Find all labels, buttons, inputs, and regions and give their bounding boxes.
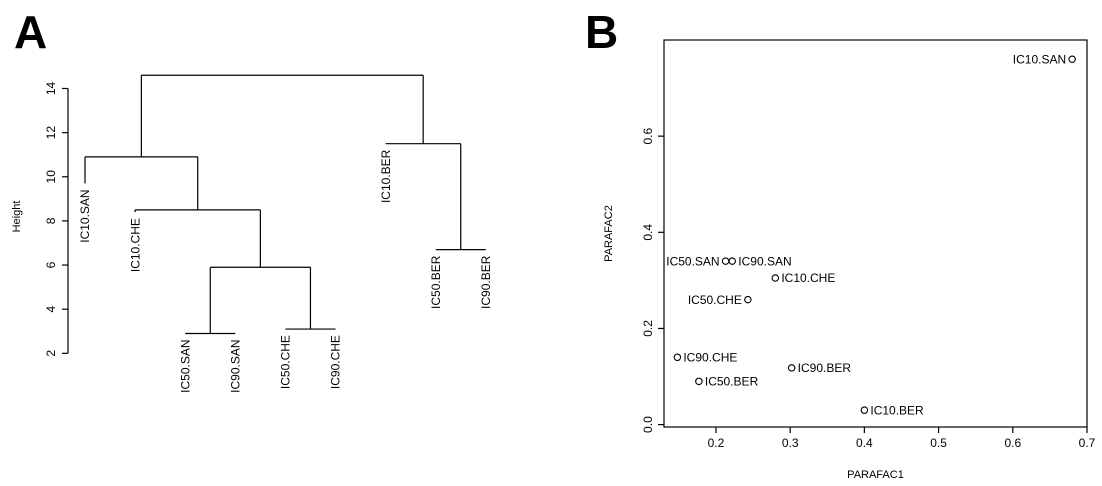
dendrogram-y-tick-label: 14	[44, 81, 58, 95]
dendrogram-y-axis: 2 4 6 8 10 12 14 Height	[11, 81, 69, 357]
point-label-ic50-che: IC50.CHE	[688, 293, 742, 307]
point-ic50-ber	[695, 377, 703, 386]
dendrogram-y-tick-label: 4	[44, 306, 58, 313]
leaf-label-ic10-san: IC10.SAN	[78, 189, 92, 242]
scatter-y-axis-title: PARAFAC2	[603, 205, 615, 262]
leaf-label-ic50-san: IC50.SAN	[178, 339, 192, 392]
scatter-plot-frame	[663, 39, 1088, 428]
dendrogram-tree	[84, 74, 486, 335]
dendrogram-y-tick-label: 2	[44, 350, 58, 357]
scatter-y-tick-label: 0.6	[641, 127, 655, 144]
scatter-y-tick-label: 0.0	[641, 416, 655, 433]
scatter-x-tick-label: 0.7	[1079, 436, 1096, 450]
panel-b-letter: B	[585, 6, 618, 58]
scatter-x-tick-label: 0.5	[930, 436, 947, 450]
point-ic10-san	[1068, 55, 1076, 63]
scatter-y-tick-label: 0.2	[641, 320, 655, 337]
leaf-label-ic90-ber: IC90.BER	[479, 255, 493, 309]
dendrogram-y-tick-label: 12	[44, 126, 58, 140]
leaf-label-ic10-ber: IC10.BER	[379, 149, 393, 203]
point-ic10-ber	[860, 406, 869, 414]
point-ic90-san	[728, 257, 737, 265]
panel-a-letter: A	[14, 6, 47, 58]
point-label-ic90-san: IC90.SAN	[738, 254, 791, 268]
leaf-label-ic10-che: IC10.CHE	[128, 218, 142, 272]
point-label-ic10-san: IC10.SAN	[1013, 52, 1066, 66]
dendrogram-y-tick-label: 10	[44, 170, 58, 184]
dendrogram-y-tick-label: 6	[44, 261, 58, 268]
point-label-ic90-che: IC90.CHE	[683, 350, 737, 364]
point-label-ic10-ber: IC10.BER	[870, 403, 924, 417]
dendrogram-chart: 2 4 6 8 10 12 14 Height IC10.SAN IC10.CHE IC50.SA…	[11, 74, 493, 393]
scatter-x-tick-label: 0.3	[782, 436, 799, 450]
leaf-label-ic50-ber: IC50.BER	[429, 255, 443, 309]
dendrogram-y-tick-label: 8	[44, 217, 58, 224]
scatter-x-tick-label: 0.4	[856, 436, 873, 450]
point-label-ic50-ber: IC50.BER	[705, 375, 759, 389]
scatter-points: IC10.SAN IC50.SAN IC90.SAN IC10.CHE IC50.CHE…	[666, 52, 1076, 417]
point-ic90-ber	[787, 364, 796, 372]
point-ic50-che	[744, 295, 752, 304]
point-label-ic90-ber: IC90.BER	[798, 361, 852, 375]
point-ic50-san	[721, 257, 730, 265]
scatter-x-tick-label: 0.2	[708, 436, 725, 450]
scatter-axes: 0.2 0.3 0.4 0.5 0.6 0.7 0.0 0.2 0.4 0.6 PARAFAC1 PA…	[603, 39, 1096, 481]
dendrogram-y-axis-title: Height	[11, 201, 23, 233]
point-label-ic50-san: IC50.SAN	[666, 254, 719, 268]
scatter-x-tick-label: 0.6	[1004, 436, 1021, 450]
leaf-label-ic50-che: IC50.CHE	[279, 335, 293, 389]
point-ic90-che	[673, 353, 682, 362]
point-ic10-che	[771, 274, 780, 282]
scatter-chart: 0.2 0.3 0.4 0.5 0.6 0.7 0.0 0.2 0.4 0.6 PARAFAC1 PA…	[603, 39, 1096, 481]
scatter-x-axis-title: PARAFAC1	[847, 469, 904, 481]
point-label-ic10-che: IC10.CHE	[781, 271, 835, 285]
scatter-y-tick-label: 0.4	[641, 224, 655, 241]
leaf-label-ic90-che: IC90.CHE	[329, 335, 343, 389]
leaf-label-ic90-san: IC90.SAN	[229, 339, 243, 392]
dendrogram-leaf-labels: IC10.SAN IC10.CHE IC50.SAN IC90.SAN IC50.CHE…	[78, 149, 493, 393]
